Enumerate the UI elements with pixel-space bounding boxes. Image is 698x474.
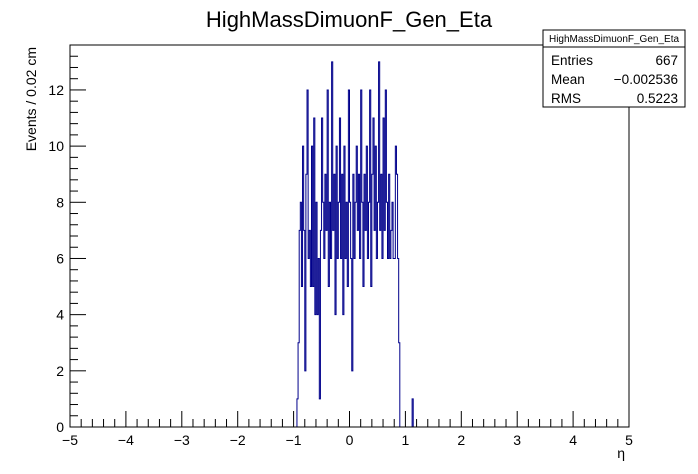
x-tick-label: −5	[62, 432, 78, 448]
stats-title: HighMassDimuonF_Gen_Eta	[549, 34, 679, 45]
stats-mean-label: Mean	[551, 72, 585, 87]
histogram-bin	[380, 230, 381, 427]
histogram-bin	[347, 287, 348, 427]
histogram-bin	[357, 230, 358, 427]
histogram-bin	[345, 258, 346, 427]
histogram-bin	[388, 258, 389, 427]
histogram-bin	[391, 230, 392, 427]
histogram-bin	[335, 315, 336, 427]
histogram-bin	[305, 371, 306, 427]
histogram-bin	[326, 230, 327, 427]
histogram-bin	[301, 287, 302, 427]
histogram-bin	[360, 258, 361, 427]
histogram-bin	[313, 287, 314, 427]
histogram-bin	[376, 258, 377, 427]
histogram-bin	[394, 258, 395, 427]
x-axis-label: η	[617, 445, 625, 461]
histogram-bin	[382, 258, 383, 427]
x-tick-label: 3	[513, 432, 521, 448]
histogram-bin	[333, 230, 334, 427]
histogram-bin	[367, 258, 368, 427]
x-tick-label: 2	[457, 432, 465, 448]
y-tick-label: 12	[48, 82, 64, 98]
y-axis-label: Events / 0.02 cm	[23, 47, 39, 151]
histogram-bin	[310, 287, 311, 427]
stats-rms-value: 0.5223	[637, 91, 678, 106]
y-tick-label: 6	[56, 250, 64, 266]
x-tick-label: 1	[402, 432, 410, 448]
histogram-bin	[319, 399, 320, 427]
x-tick-label: −1	[286, 432, 302, 448]
histogram-bin	[365, 230, 366, 427]
histogram-bin	[341, 258, 342, 427]
x-tick-label: 5	[625, 432, 633, 448]
histogram-bin	[330, 258, 331, 427]
histogram-bin	[328, 287, 329, 427]
histogram-bin	[315, 315, 316, 427]
histogram-bin	[352, 371, 353, 427]
histogram-bin	[354, 258, 355, 427]
histogram-bin	[363, 287, 364, 427]
y-tick-label: 8	[56, 194, 64, 210]
histogram-bin	[343, 315, 344, 427]
histogram-bin	[308, 258, 309, 427]
histogram-bin	[374, 230, 375, 427]
histogram-outline	[296, 61, 414, 428]
stats-entries-value: 667	[655, 53, 678, 68]
histogram-bin	[324, 258, 325, 427]
stats-mean-value: −0.002536	[614, 72, 678, 87]
x-tick-label: −2	[230, 432, 246, 448]
chart-title: HighMassDimuonF_Gen_Eta	[206, 7, 493, 32]
stats-entries-label: Entries	[551, 53, 593, 68]
histogram-bin	[384, 230, 385, 427]
y-tick-label: 0	[56, 419, 64, 435]
x-tick-label: −4	[118, 432, 134, 448]
x-tick-label: 0	[346, 432, 354, 448]
x-tick-label: 4	[569, 432, 577, 448]
stats-box: HighMassDimuonF_Gen_Eta Entries 667 Mean…	[542, 29, 686, 108]
histogram-bin	[393, 258, 394, 427]
histogram-bin	[371, 287, 372, 427]
y-tick-label: 4	[56, 307, 64, 323]
histogram-bin	[317, 315, 318, 427]
histogram-bin	[390, 258, 391, 427]
axis-ticks	[69, 55, 630, 428]
stats-rms-label: RMS	[551, 91, 581, 106]
y-tick-label: 10	[48, 138, 64, 154]
x-tick-label: −3	[174, 432, 190, 448]
y-tick-label: 2	[56, 363, 64, 379]
stats-box-frame	[542, 29, 686, 108]
histogram-bin	[337, 258, 338, 427]
